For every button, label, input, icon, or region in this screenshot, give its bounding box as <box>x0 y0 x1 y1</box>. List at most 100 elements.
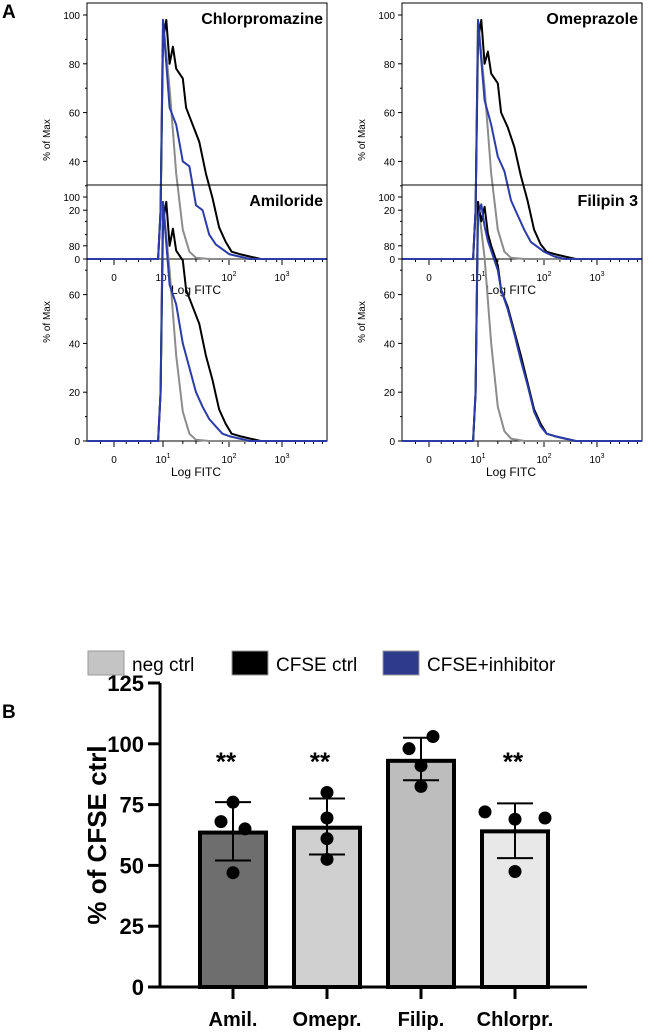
data-point <box>508 864 522 878</box>
data-point <box>226 795 240 809</box>
y-axis-label: % of Max <box>42 119 53 161</box>
series-line-cfse-inhibitor <box>402 203 642 442</box>
y-tick-label: 100 <box>63 11 80 22</box>
significance-annotation: ** <box>216 747 237 777</box>
y-tick-label: 100 <box>107 732 144 757</box>
y-tick-label: 100 <box>378 193 395 204</box>
y-axis-label: % of Max <box>357 119 368 161</box>
x-tick-label: Amil. <box>209 1009 258 1031</box>
data-point <box>320 832 334 846</box>
y-tick-label: 125 <box>107 671 144 696</box>
y-axis-label: % of Max <box>357 301 368 343</box>
y-tick-label: 0 <box>389 255 395 266</box>
histogram-panel: 0 20 40 60 80 100 0 101 102 103 Log FITC % of Max Am… <box>42 184 328 479</box>
data-point <box>414 759 428 773</box>
x-tick-label: 0 <box>426 273 432 284</box>
data-point <box>402 742 416 756</box>
data-point <box>226 866 240 880</box>
panel-title: Amiloride <box>249 193 323 210</box>
y-tick-label: 60 <box>69 109 81 120</box>
legend-label: CFSE ctrl <box>276 655 357 676</box>
bar <box>386 758 456 989</box>
x-tick-label: Filip. <box>398 1009 445 1031</box>
y-tick-label: 80 <box>69 60 81 71</box>
series-line-cfse-inhibitor <box>87 18 327 260</box>
series-line-cfse-ctrl <box>87 200 327 442</box>
x-tick-label: 101 <box>470 453 485 466</box>
y-tick-label: 0 <box>74 437 80 448</box>
y-tick-label: 60 <box>69 291 81 302</box>
data-point <box>320 785 334 799</box>
y-tick-label: 75 <box>120 793 144 818</box>
y-tick-label: 0 <box>132 975 144 1000</box>
x-tick-label: 102 <box>221 453 236 466</box>
y-tick-label: 20 <box>69 388 81 399</box>
y-tick-label: 25 <box>120 914 144 939</box>
significance-annotation: ** <box>503 747 524 777</box>
x-axis-label: Log FITC <box>486 465 536 479</box>
x-tick-label: 103 <box>274 453 289 466</box>
y-tick-label: 80 <box>69 242 81 253</box>
y-axis-label: % of CFSE ctrl <box>82 745 112 924</box>
data-point <box>320 811 334 825</box>
x-tick-label: 103 <box>589 271 604 284</box>
series-line-cfse-inhibitor <box>402 18 642 260</box>
y-axis-label: % of Max <box>42 301 53 343</box>
y-tick-label: 60 <box>384 109 396 120</box>
x-tick-label: 102 <box>536 271 551 284</box>
y-tick-label: 100 <box>63 193 80 204</box>
panel-title: Chlorpromazine <box>201 11 323 28</box>
legend-label: neg ctrl <box>132 655 194 676</box>
data-point <box>214 815 228 829</box>
y-tick-label: 80 <box>384 60 396 71</box>
data-point <box>238 822 252 836</box>
series-line-cfse-ctrl <box>402 200 642 442</box>
x-tick-label: 103 <box>274 271 289 284</box>
series-line-neg-ctrl <box>402 200 642 442</box>
x-axis-label: Log FITC <box>171 283 221 297</box>
y-tick-label: 20 <box>69 206 81 217</box>
legend-swatch <box>87 650 125 676</box>
y-tick-label: 0 <box>74 255 80 266</box>
series-line-neg-ctrl <box>87 200 327 442</box>
data-point <box>538 811 552 825</box>
data-point <box>414 779 428 793</box>
x-tick-label: 102 <box>536 453 551 466</box>
x-tick-label: Chlorpr. <box>477 1009 554 1031</box>
plot-frame <box>86 2 328 260</box>
y-tick-label: 40 <box>384 157 396 168</box>
x-tick-label: 0 <box>426 455 432 466</box>
y-tick-label: 40 <box>384 339 396 350</box>
data-point <box>426 730 440 744</box>
y-tick-label: 20 <box>384 388 396 399</box>
panel-title: Filipin 3 <box>578 193 639 210</box>
y-tick-label: 40 <box>69 339 81 350</box>
x-tick-label: 101 <box>155 453 170 466</box>
y-tick-label: 80 <box>384 242 396 253</box>
x-tick-label: 102 <box>221 271 236 284</box>
y-tick-label: 50 <box>120 853 144 878</box>
y-tick-label: 0 <box>389 437 395 448</box>
y-tick-label: 100 <box>378 11 395 22</box>
panel-title: Omeprazole <box>546 11 638 28</box>
histogram-panel: 0 20 40 60 80 100 0 101 102 103 Log FITC % of Max Fi… <box>357 184 643 479</box>
data-point <box>508 812 522 826</box>
significance-annotation: ** <box>310 747 331 777</box>
x-tick-label: Omepr. <box>293 1009 362 1031</box>
x-tick-label: 0 <box>111 273 117 284</box>
series-line-cfse-inhibitor <box>87 200 327 442</box>
panel-label-a: A <box>2 2 16 23</box>
y-tick-label: 40 <box>69 157 81 168</box>
plot-frame <box>401 2 643 260</box>
x-tick-label: 103 <box>589 453 604 466</box>
legend-label: CFSE+inhibitor <box>427 655 556 676</box>
legend-swatch <box>231 650 269 676</box>
x-axis-label: Log FITC <box>171 465 221 479</box>
legend-swatch <box>382 650 420 676</box>
y-tick-label: 60 <box>384 291 396 302</box>
y-tick-label: 20 <box>384 206 396 217</box>
panel-label-b: B <box>2 702 16 723</box>
